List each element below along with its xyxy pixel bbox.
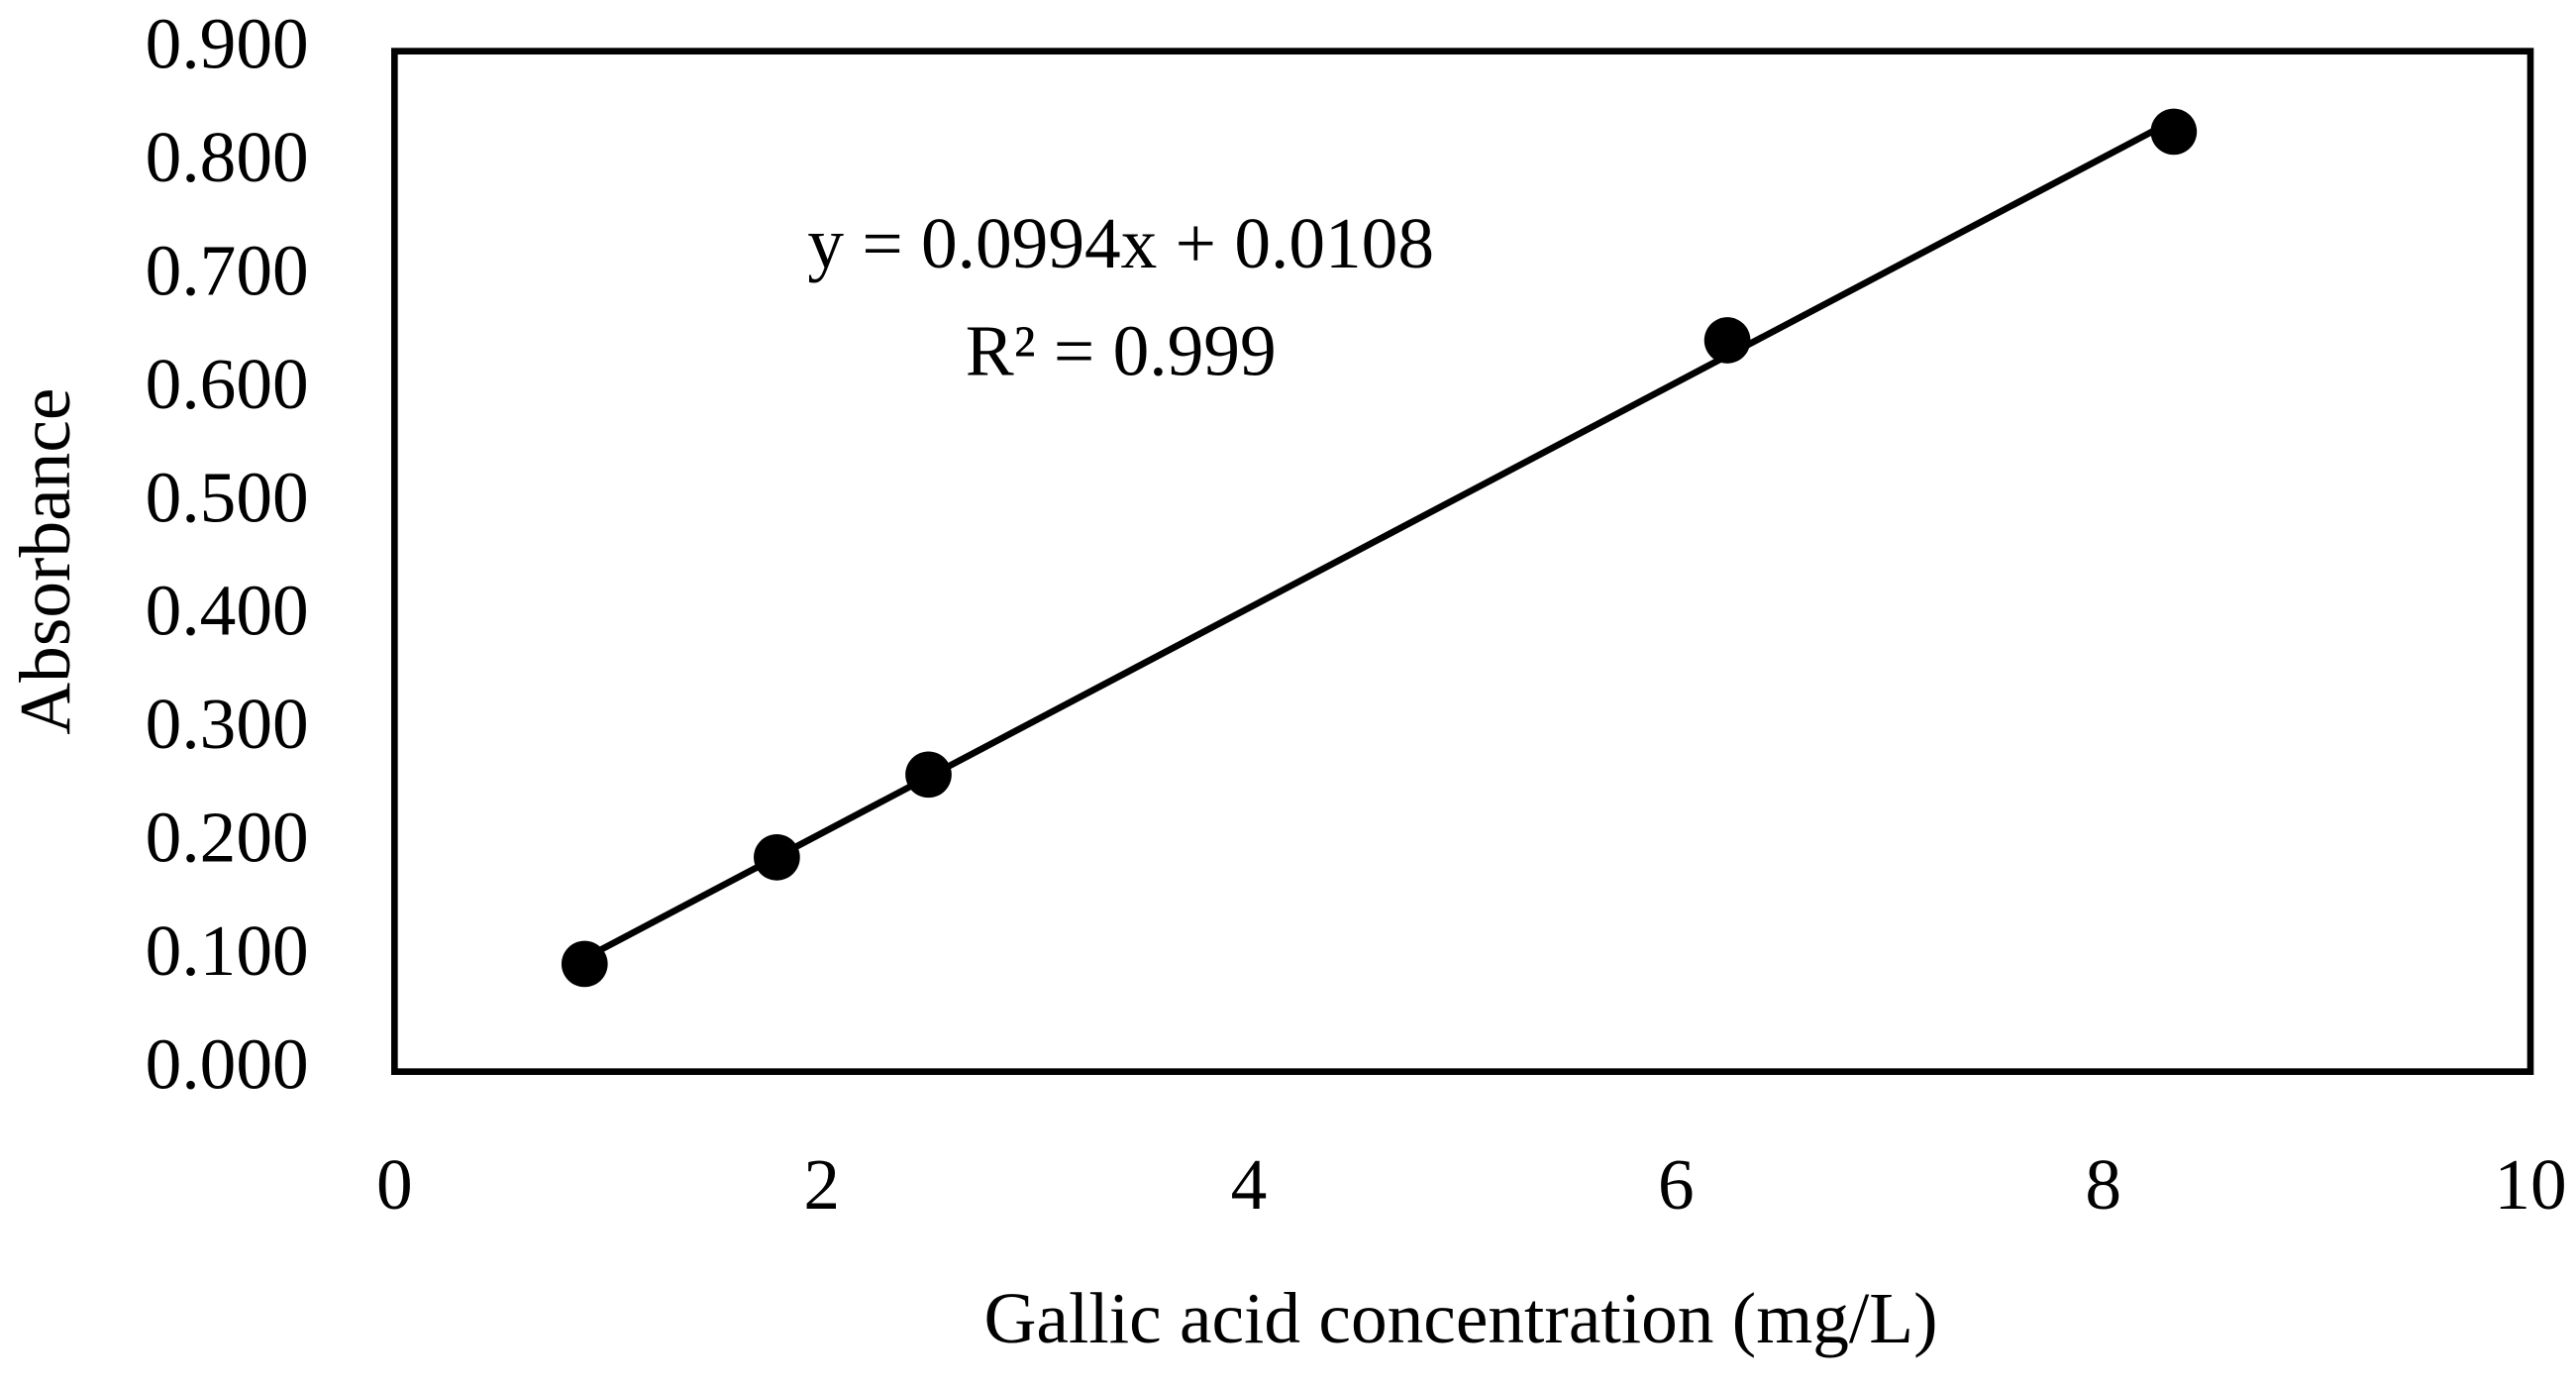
data-point: [1703, 317, 1751, 364]
x-tick-label: 10: [2494, 1144, 2566, 1225]
y-axis-title: Absorbance: [5, 388, 85, 735]
x-tick-label: 6: [1658, 1144, 1695, 1225]
y-tick-label: 0.400: [146, 571, 309, 651]
x-tick-label: 4: [1231, 1144, 1268, 1225]
data-point: [561, 940, 608, 988]
y-tick-label: 0.100: [146, 910, 309, 991]
y-tick-label: 0.500: [146, 457, 309, 537]
y-tick-label: 0.200: [146, 798, 309, 878]
y-tick-label: 0.900: [146, 3, 309, 83]
r-squared: R² = 0.999: [966, 310, 1277, 390]
x-tick-label: 8: [2085, 1144, 2121, 1225]
y-tick-label: 0.800: [146, 117, 309, 197]
x-axis-title: Gallic acid concentration (mg/L): [983, 1278, 1937, 1358]
y-tick-label: 0.700: [146, 230, 309, 310]
equation: y = 0.0994x + 0.0108: [807, 203, 1434, 283]
plot-frame: [391, 48, 2534, 1075]
x-tick-label: 0: [376, 1144, 413, 1225]
data-point: [2150, 108, 2198, 156]
y-tick-label: 0.600: [146, 344, 309, 424]
data-point: [905, 751, 952, 799]
trendline: [582, 117, 2176, 962]
y-tick-label: 0.000: [146, 1023, 309, 1104]
y-tick-label: 0.300: [146, 684, 309, 764]
data-point: [754, 834, 800, 881]
x-tick-label: 2: [803, 1144, 840, 1225]
